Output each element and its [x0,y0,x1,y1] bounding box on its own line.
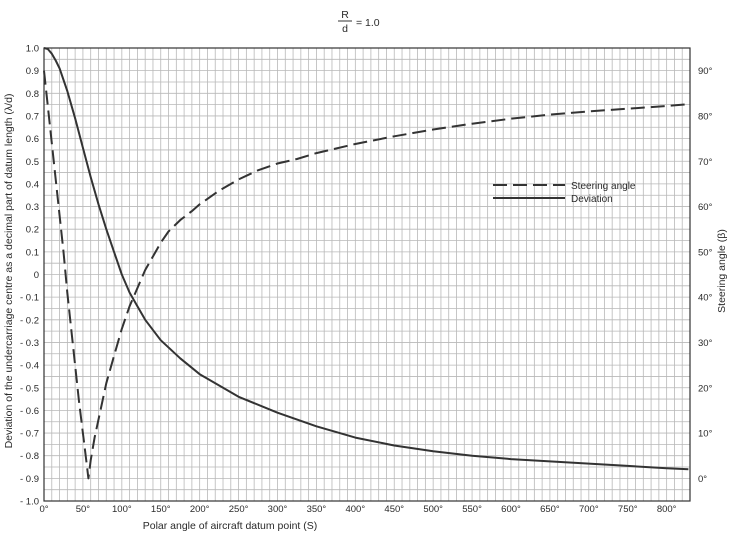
y-tick-label: - 0.4 [20,361,39,372]
y-tick-label: 1.0 [26,44,39,55]
x-tick-label: 150° [151,504,171,515]
y2-axis-label: Steering angle (β) [716,229,728,313]
series-line-steering-angle [43,70,689,480]
series-line-deviation [43,47,689,471]
y-tick-label: - 0.6 [20,406,39,417]
title-denominator: d [342,23,348,35]
y-tick-label: - 0.5 [20,383,39,394]
tick-labels: 0° 50° 100° 150° 200° 250° 300° 350° 400° 450° 500… [20,44,713,516]
y2-tick-label: 20° [698,383,713,394]
chart-title: R d = 1.0 [338,9,380,35]
x-tick-label: 800° [657,504,677,515]
y-tick-label: 0.1 [26,247,39,258]
y2-tick-label: 60° [698,202,713,213]
x-tick-label: 250° [229,504,249,515]
plot-frame [43,47,691,502]
x-tick-label: 650° [540,504,560,515]
y2-tick-label: 30° [698,338,713,349]
x-tick-label: 50° [76,504,91,515]
x-tick-label: 450° [384,504,404,515]
y2-tick-label: 0° [698,474,707,485]
x-tick-label: 500° [423,504,443,515]
x-tick-label: 400° [345,504,365,515]
y2-tick-label: 50° [698,247,713,258]
y-tick-label: - 1.0 [20,497,39,508]
y-tick-label: 0.2 [26,225,39,236]
y-tick-label: 0.3 [26,202,39,213]
y-tick-label: - 0.2 [20,315,39,326]
x-tick-label: 200° [190,504,210,515]
x-tick-label: 700° [579,504,599,515]
y-tick-label: 0.5 [26,157,39,168]
y-tick-label: - 0.7 [20,429,39,440]
x-tick-label: 600° [501,504,521,515]
x-axis-label: Polar angle of aircraft datum point (S) [143,520,318,532]
y-tick-label: 0.4 [26,179,39,190]
grid [44,48,690,501]
y2-tick-label: 10° [698,429,713,440]
legend: Steering angle Deviation [493,181,636,205]
y-tick-label: - 0.3 [20,338,39,349]
y2-tick-label: 70° [698,157,713,168]
y-tick-label: - 0.8 [20,451,39,462]
y-tick-label: 0.9 [26,66,39,77]
x-tick-label: 350° [307,504,327,515]
x-tick-label: 750° [618,504,638,515]
legend-label-steering-angle: Steering angle [571,181,636,192]
x-tick-label: 100° [112,504,132,515]
y-tick-label: 0.8 [26,89,39,100]
y-tick-label: 0 [34,270,39,281]
y-tick-label: 0.7 [26,111,39,122]
y-axis-label: Deviation of the undercarriage centre as… [3,94,15,449]
x-tick-label: 550° [462,504,482,515]
title-value: = 1.0 [356,17,380,29]
x-tick-label: 300° [268,504,288,515]
y-tick-label: - 0.1 [20,293,39,304]
y-tick-label: - 0.9 [20,474,39,485]
x-tick-label: 0° [39,504,48,515]
y-tick-label: 0.6 [26,134,39,145]
title-numerator: R [341,9,349,21]
y2-tick-label: 40° [698,293,713,304]
y2-tick-label: 80° [698,111,713,122]
legend-label-deviation: Deviation [571,194,613,205]
curves [43,47,689,480]
y2-tick-label: 90° [698,66,713,77]
